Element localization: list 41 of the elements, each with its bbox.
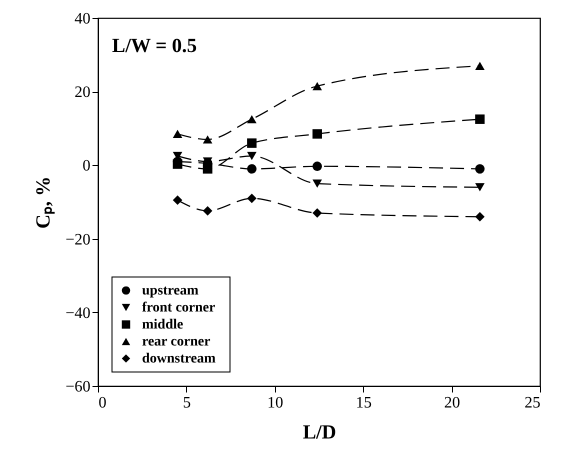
x-axis-title: L/D xyxy=(302,422,336,444)
point xyxy=(172,195,182,205)
point xyxy=(202,164,212,174)
legend-label: upstream xyxy=(142,284,199,298)
y-tick-label: 40 xyxy=(74,10,90,28)
point xyxy=(247,138,257,148)
point xyxy=(247,115,257,124)
point xyxy=(247,152,257,160)
point xyxy=(247,164,257,174)
point xyxy=(475,164,485,174)
y-tick-label: 0 xyxy=(82,158,90,175)
annotation: L/W = 0.5 xyxy=(112,35,197,57)
point xyxy=(247,194,257,204)
y-tick-label: −20 xyxy=(65,231,90,248)
legend-label: downstream xyxy=(142,352,216,366)
point xyxy=(312,208,322,218)
point xyxy=(475,62,485,70)
x-tick-label: 5 xyxy=(182,394,191,412)
point xyxy=(312,82,322,90)
x-tick-label: 10 xyxy=(267,394,284,412)
point xyxy=(475,212,485,222)
x-tick-label: 0 xyxy=(98,394,106,412)
point xyxy=(312,162,322,172)
y-tick-label: 20 xyxy=(74,84,90,102)
point xyxy=(202,206,212,216)
point xyxy=(475,114,485,124)
point xyxy=(202,135,212,144)
point xyxy=(172,130,182,138)
point xyxy=(312,179,322,188)
y-tick-label: −60 xyxy=(65,378,90,396)
legend-label: front corner xyxy=(142,300,216,316)
x-tick-label: 15 xyxy=(356,394,372,412)
y-axis-title: Cₚ, % xyxy=(32,176,56,229)
point xyxy=(312,129,322,139)
legend-label: rear corner xyxy=(142,334,210,350)
point xyxy=(475,183,485,192)
x-tick-label: 20 xyxy=(444,394,460,412)
point xyxy=(172,159,182,169)
x-tick-label: 25 xyxy=(524,394,540,412)
legend-label: middle xyxy=(142,318,184,332)
y-tick-label: −40 xyxy=(65,304,90,322)
